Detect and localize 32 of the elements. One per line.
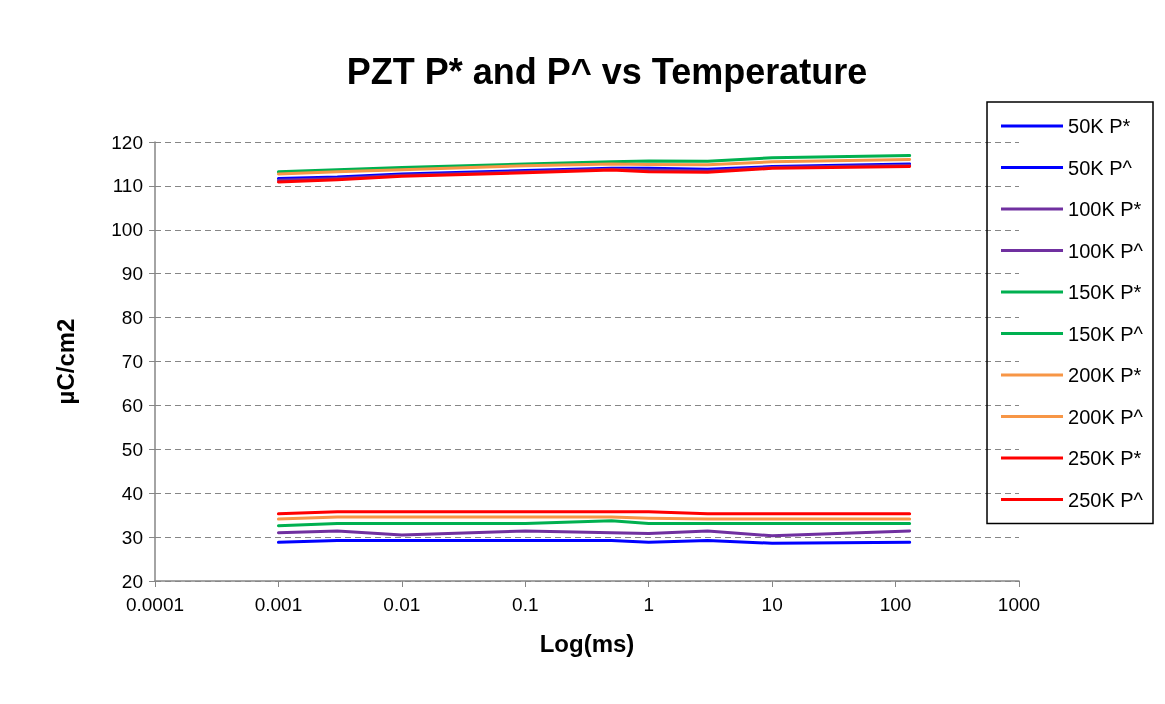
y-tick-label: 20 [121, 570, 143, 592]
y-tick-label: 40 [121, 482, 143, 504]
y-tick-label: 120 [111, 131, 143, 153]
y-tick-label: 80 [121, 307, 143, 329]
chart-title: PZT P* and P^ vs Temperature [346, 50, 868, 92]
legend-label: 200K P^ [1068, 405, 1144, 428]
x-tick-label: 1 [643, 594, 654, 615]
legend-label: 100K P^ [1068, 239, 1144, 262]
y-tick-label: 110 [112, 175, 143, 197]
y-tick-label: 90 [121, 263, 143, 285]
legend-label: 200K P* [1068, 364, 1142, 386]
x-tick-label: 1000 [997, 594, 1041, 615]
y-axis-title: µC/cm2 [51, 318, 79, 405]
legend-label: 150K P* [1068, 281, 1142, 303]
x-tick-label: 0.0001 [125, 594, 185, 615]
x-axis-title: Log(ms) [539, 629, 635, 657]
y-tick-label: 100 [111, 219, 143, 241]
y-tick-label: 60 [121, 394, 143, 416]
x-tick-label: 10 [761, 594, 783, 615]
x-tick-label: 0.01 [383, 594, 421, 615]
y-tick-label: 30 [121, 526, 143, 548]
legend-label: 150K P^ [1068, 322, 1144, 345]
legend-label: 250K P^ [1068, 488, 1144, 511]
x-tick-label: 0.001 [254, 594, 303, 615]
x-tick-label: 0.1 [512, 594, 539, 615]
legend-label: 50K P* [1068, 115, 1131, 137]
y-tick-label: 70 [121, 351, 143, 372]
legend-label: 100K P* [1068, 198, 1142, 220]
legend-label: 50K P^ [1068, 156, 1133, 179]
legend-label: 250K P* [1068, 447, 1142, 469]
y-tick-label: 50 [121, 438, 143, 460]
x-tick-label: 100 [879, 594, 912, 615]
